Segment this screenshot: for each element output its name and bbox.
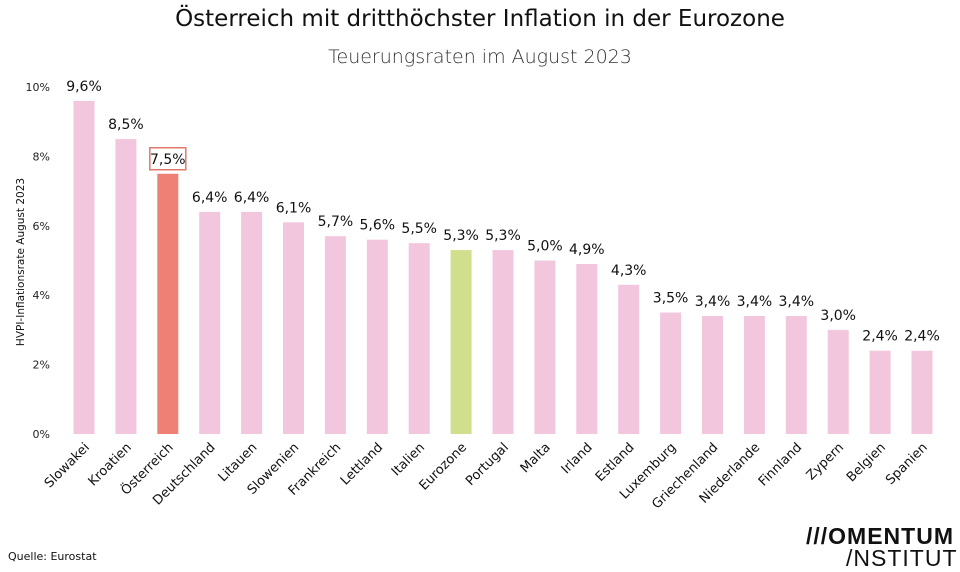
data-label: 2,4% bbox=[862, 329, 898, 345]
bar-finnland bbox=[785, 316, 807, 434]
bar-slowenien bbox=[283, 222, 304, 434]
bar-lettland bbox=[366, 239, 388, 434]
data-label: 6,4% bbox=[234, 190, 270, 206]
y-tick-label: 10% bbox=[26, 81, 50, 94]
x-tick-label: Zypern bbox=[804, 440, 847, 483]
x-tick-label: Lettland bbox=[338, 440, 386, 488]
data-label: 5,3% bbox=[443, 228, 479, 244]
data-label: 5,7% bbox=[318, 214, 354, 230]
data-label: 5,6% bbox=[360, 218, 396, 234]
data-label: 4,9% bbox=[569, 242, 605, 258]
x-tick-label: Malta bbox=[518, 440, 554, 476]
momentum-institut-logo: ///OMENTUM /NSTITUT bbox=[806, 523, 958, 571]
x-tick-label: Spanien bbox=[883, 440, 931, 488]
data-label: 3,0% bbox=[820, 308, 856, 324]
bar-portugal bbox=[492, 250, 514, 434]
logo-line1: ///OMENTUM bbox=[806, 523, 954, 549]
x-tick-label: Portugal bbox=[463, 440, 512, 489]
x-tick-label: Finnland bbox=[756, 440, 805, 489]
y-axis-label: HVPI-Inflationsrate August 2023 bbox=[15, 178, 27, 346]
chart-title: Österreich mit dritthöchster Inflation i… bbox=[175, 6, 785, 32]
data-label: 2,4% bbox=[904, 329, 940, 345]
bar-österreich bbox=[157, 173, 179, 434]
bar-italien bbox=[408, 243, 430, 434]
bar-spanien bbox=[911, 350, 933, 434]
data-label: 5,0% bbox=[527, 239, 563, 255]
bar-luxemburg bbox=[660, 312, 682, 434]
bar-griechenland bbox=[702, 316, 723, 434]
y-tick-label: 8% bbox=[33, 150, 50, 163]
y-tick-label: 2% bbox=[33, 359, 50, 372]
data-label: 5,3% bbox=[485, 228, 521, 244]
data-label: 3,4% bbox=[779, 294, 815, 310]
bar-kroatien bbox=[115, 139, 137, 435]
data-label: 3,4% bbox=[737, 294, 773, 310]
bar-slowakei bbox=[73, 100, 95, 434]
bar-zypern bbox=[827, 329, 849, 434]
highlight-label-box bbox=[149, 147, 187, 171]
data-label: 8,5% bbox=[108, 117, 144, 133]
data-label: 7,5% bbox=[150, 152, 186, 168]
bar-frankreich bbox=[324, 236, 346, 434]
x-tick-label: Slowakei bbox=[42, 440, 93, 491]
data-label: 5,5% bbox=[401, 221, 437, 237]
data-label: 3,5% bbox=[653, 291, 689, 307]
bar-malta bbox=[534, 260, 556, 434]
data-label: 6,4% bbox=[192, 190, 228, 206]
bar-niederlande bbox=[743, 316, 765, 434]
bar-belgien bbox=[869, 350, 891, 434]
bar-litauen bbox=[241, 211, 263, 434]
y-tick-label: 6% bbox=[33, 220, 50, 233]
x-tick-label: Italien bbox=[389, 440, 428, 479]
bar-eurozone bbox=[450, 250, 472, 434]
chart-subtitle: Teuerungsraten im August 2023 bbox=[328, 46, 632, 68]
data-label: 6,1% bbox=[276, 200, 312, 216]
y-tick-label: 4% bbox=[33, 289, 50, 302]
bar-deutschland bbox=[199, 211, 221, 434]
logo-line2: /NSTITUT bbox=[846, 545, 958, 571]
data-label: 4,3% bbox=[611, 263, 647, 279]
bar-estland bbox=[618, 284, 640, 434]
source-note: Quelle: Eurostat bbox=[8, 550, 97, 563]
bar-irland bbox=[576, 263, 598, 434]
y-tick-label: 0% bbox=[33, 428, 50, 441]
data-label: 9,6% bbox=[66, 79, 102, 95]
x-tick-label: Belgien bbox=[844, 440, 889, 485]
x-tick-label: Irland bbox=[559, 440, 596, 477]
data-label: 3,4% bbox=[695, 294, 731, 310]
